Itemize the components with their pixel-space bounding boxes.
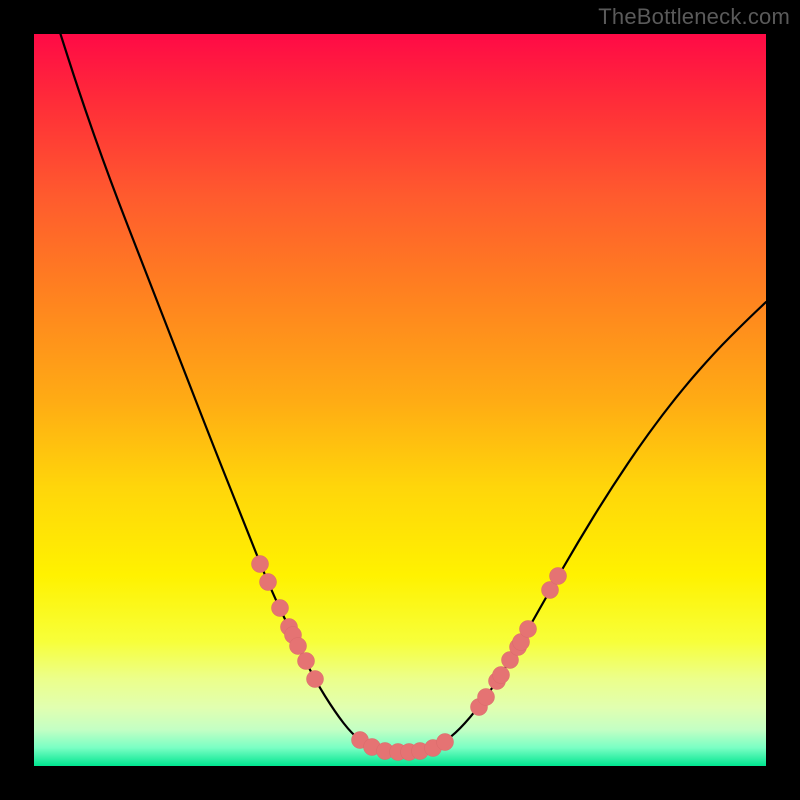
bottleneck-curve-chart — [0, 0, 800, 800]
chart-container: TheBottleneck.com — [0, 0, 800, 800]
